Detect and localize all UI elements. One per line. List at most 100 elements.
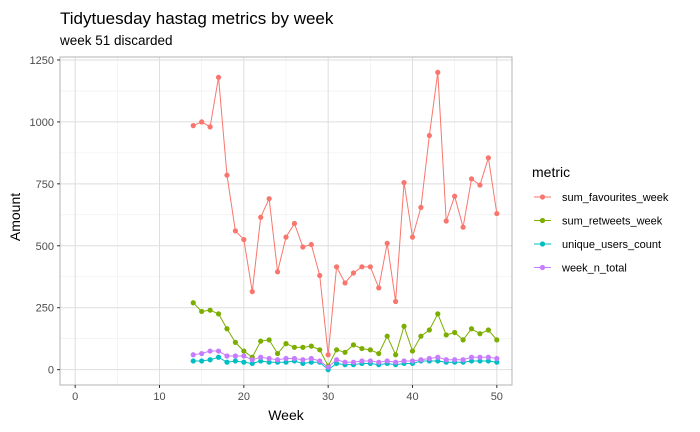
- data-point: [401, 180, 407, 186]
- data-point: [241, 236, 247, 243]
- data-point: [249, 289, 255, 295]
- data-point: [300, 360, 306, 367]
- data-point: [266, 196, 272, 202]
- data-point: [384, 333, 390, 339]
- y-tick-label: 1000: [30, 117, 54, 129]
- data-point: [308, 359, 314, 365]
- data-point: [477, 182, 483, 188]
- legend-label: week_n_total: [561, 263, 627, 275]
- data-point: [333, 347, 340, 353]
- data-point: [317, 272, 323, 279]
- x-axis-ticks: 0 10 20 30 40 50: [72, 385, 503, 403]
- data-point: [494, 359, 500, 365]
- data-point: [215, 354, 222, 360]
- data-point: [477, 354, 483, 360]
- data-point: [460, 337, 466, 343]
- data-point: [199, 308, 205, 315]
- data-point: [435, 311, 441, 317]
- data-point: [393, 352, 399, 358]
- data-point: [232, 358, 239, 364]
- data-point: [258, 354, 264, 360]
- x-tick-label: 30: [322, 391, 334, 403]
- data-point: [384, 358, 390, 364]
- data-point: [468, 358, 475, 364]
- legend-key-point: [539, 264, 546, 271]
- data-point: [452, 357, 458, 363]
- x-tick-label: 10: [153, 391, 165, 403]
- data-point: [232, 353, 239, 359]
- legend-items: sum_favourites_week sum_retweets_weekuniq…: [534, 192, 669, 275]
- data-point: [494, 210, 500, 217]
- data-point: [376, 285, 382, 291]
- data-point: [426, 327, 432, 333]
- data-point: [401, 358, 407, 364]
- data-point: [249, 360, 255, 367]
- data-point: [376, 350, 382, 357]
- data-point: [199, 358, 205, 364]
- data-point: [291, 344, 298, 350]
- data-point: [291, 355, 298, 362]
- data-point: [418, 204, 424, 210]
- data-point: [485, 354, 491, 360]
- data-point: [308, 343, 314, 349]
- data-point: [258, 358, 264, 364]
- data-point: [300, 357, 306, 363]
- data-point: [485, 155, 491, 161]
- data-point: [418, 357, 424, 363]
- data-point: [359, 358, 365, 364]
- x-tick-label: 0: [72, 391, 78, 403]
- x-axis-title: Week: [268, 407, 305, 423]
- y-tick-label: 250: [36, 303, 54, 315]
- data-point: [342, 359, 348, 365]
- data-point: [452, 193, 458, 199]
- data-point: [384, 240, 390, 246]
- legend-key-point: [539, 217, 546, 224]
- plot-panel: [59, 56, 513, 386]
- y-axis-title: Amount: [7, 193, 23, 241]
- data-point: [401, 323, 407, 329]
- data-point: [283, 234, 289, 240]
- data-point: [494, 337, 500, 343]
- data-point: [258, 338, 264, 344]
- data-point: [266, 359, 272, 365]
- series-sum_favourites_week: [190, 69, 500, 358]
- data-point: [283, 359, 289, 365]
- data-point: [342, 280, 348, 286]
- legend-item: week_n_total: [534, 263, 627, 275]
- data-point: [393, 298, 399, 305]
- data-point: [418, 333, 424, 339]
- legend-key-point: [539, 194, 546, 200]
- data-point: [333, 360, 340, 367]
- y-axis-ticks: 0 250 500 750 1000 1250: [30, 55, 60, 377]
- data-point: [350, 359, 357, 365]
- data-point: [274, 357, 281, 363]
- y-tick-label: 750: [36, 179, 54, 191]
- data-point: [359, 345, 365, 352]
- data-point: [443, 332, 449, 338]
- data-point: [224, 353, 230, 359]
- data-point: [443, 357, 449, 363]
- data-point: [283, 355, 289, 362]
- y-tick-label: 1250: [30, 55, 54, 67]
- y-tick-label: 500: [36, 241, 54, 253]
- series-week_n_total: [190, 348, 500, 370]
- data-point: [435, 358, 441, 364]
- x-tick-label: 40: [406, 391, 418, 403]
- data-point: [207, 348, 213, 354]
- data-point: [435, 354, 441, 360]
- y-tick-label: 0: [48, 365, 54, 377]
- data-point: [207, 124, 213, 130]
- data-point: [199, 119, 205, 125]
- legend-item: unique_users_count: [534, 239, 661, 251]
- data-point: [224, 172, 230, 178]
- data-point: [274, 269, 281, 275]
- data-point: [494, 355, 500, 362]
- chart-subtitle: week 51 discarded: [59, 33, 173, 48]
- legend-label: unique_users_count: [562, 239, 661, 251]
- data-point: [426, 355, 432, 362]
- series-layer: [190, 69, 500, 373]
- legend-label: sum_retweets_week: [562, 216, 663, 228]
- data-point: [215, 74, 222, 80]
- data-point: [426, 132, 432, 139]
- data-point: [241, 353, 247, 359]
